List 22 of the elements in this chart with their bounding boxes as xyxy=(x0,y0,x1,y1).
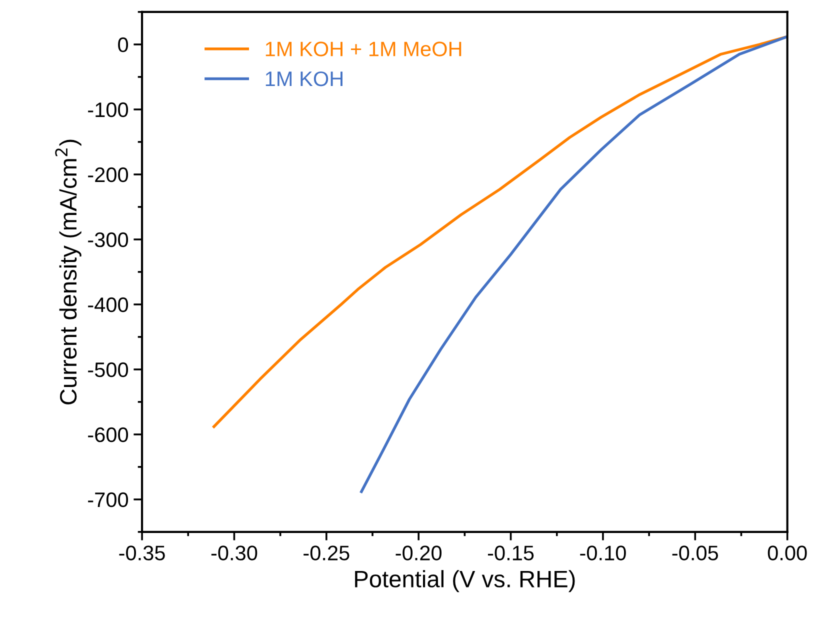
x-tick-label: -0.10 xyxy=(580,546,626,560)
y-tick-label: -100 xyxy=(88,102,128,118)
x-tick-label: -0.05 xyxy=(672,546,718,560)
legend-label: 1M KOH xyxy=(266,71,342,86)
y-tick-label: -300 xyxy=(88,232,128,248)
x-tick-label: -0.15 xyxy=(488,546,534,560)
x-tick-label: -0.20 xyxy=(396,546,442,560)
y-tick-label: -600 xyxy=(88,427,128,442)
y-tick-label: -200 xyxy=(88,167,128,182)
y-tick-label: -400 xyxy=(88,297,128,312)
x-tick-label: -0.25 xyxy=(304,546,350,560)
legend-label: 1M KOH + 1M MeOH xyxy=(266,42,462,56)
line-series xyxy=(212,35,788,428)
line-series xyxy=(360,35,788,494)
x-tick-label: -0.30 xyxy=(211,546,258,560)
y-tick-label: -500 xyxy=(88,362,128,378)
x-tick-label: -0.35 xyxy=(119,546,165,560)
y-tick-label: -700 xyxy=(88,492,128,508)
y-axis-title: Current density (mA/cm$^{2}$) xyxy=(55,140,82,404)
x-tick-label: 0.00 xyxy=(768,546,807,560)
y-tick-label: 0 xyxy=(118,37,128,52)
x-axis-title: Potential (V vs. RHE) xyxy=(355,570,575,592)
